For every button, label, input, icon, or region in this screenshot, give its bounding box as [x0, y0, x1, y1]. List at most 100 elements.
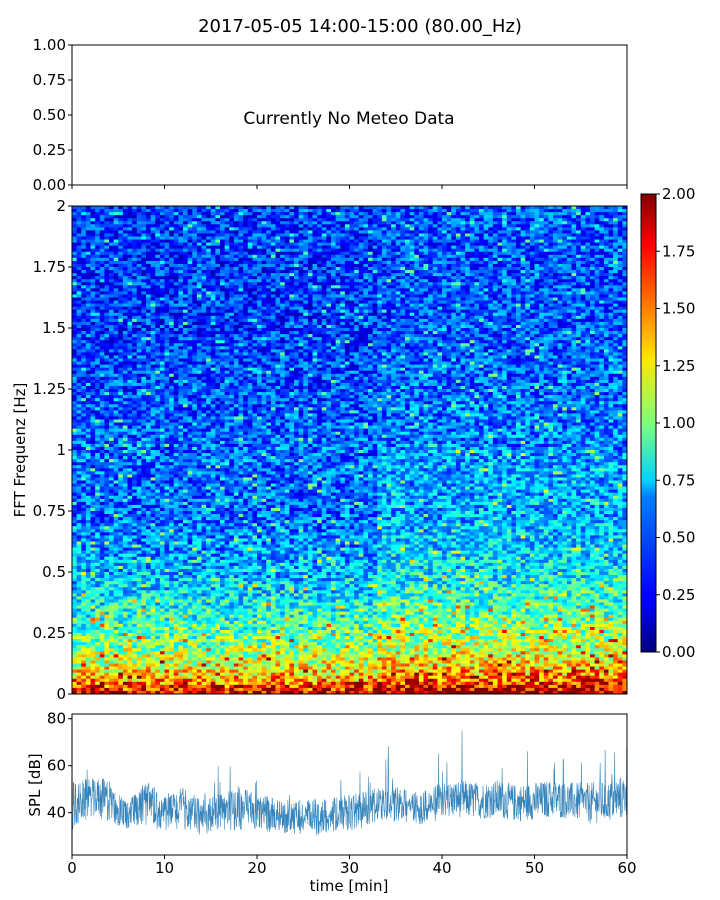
spectrogram-cell	[331, 206, 337, 210]
spectrogram-cell	[146, 227, 152, 231]
spectrogram-cell	[233, 263, 239, 268]
spectrogram-cell	[525, 233, 531, 237]
spectrogram-cell	[187, 227, 193, 231]
spectrogram-cell	[414, 224, 420, 228]
spectrogram-cell	[543, 312, 549, 317]
spectrogram-cell	[391, 321, 397, 326]
spectrogram-cell	[562, 224, 568, 228]
spectrogram-cell	[220, 315, 226, 320]
spectrogram-cell	[414, 230, 420, 234]
spectrogram-cell	[312, 312, 318, 317]
spectrogram-cell	[109, 331, 115, 335]
spectrogram-cell	[340, 306, 346, 311]
spectrogram-cell	[150, 285, 156, 289]
spectrogram-cell	[201, 270, 207, 274]
spectrogram-cell	[85, 291, 91, 295]
spectrogram-cell	[391, 221, 397, 225]
spectrogram-cell	[321, 273, 327, 277]
spectrogram-cell	[312, 291, 318, 295]
spectrogram-cell	[423, 306, 429, 311]
spectrogram-cell	[312, 242, 318, 247]
spectrogram-cell	[220, 303, 226, 308]
spectrogram-cell	[502, 321, 508, 326]
spectrogram-cell	[553, 206, 559, 210]
spectrogram-cell	[326, 209, 332, 213]
spectrogram-cell	[159, 300, 165, 304]
spectrogram-cell	[72, 215, 78, 219]
spectrogram-cell	[220, 233, 226, 237]
spectrogram-cell	[150, 218, 156, 222]
spectrogram-cell	[95, 300, 101, 304]
spectrogram-cell	[72, 221, 78, 225]
spectrogram-cell	[483, 239, 489, 243]
spectrogram-cell	[164, 215, 170, 219]
spectrogram-cell	[483, 294, 489, 298]
spectrogram-cell	[210, 291, 216, 295]
spectrogram-cell	[331, 318, 337, 323]
spectrogram-cell	[136, 233, 142, 237]
spectrogram-cell	[164, 233, 170, 237]
spectrogram-cell	[483, 233, 489, 237]
spectrogram-cell	[335, 218, 341, 222]
spectrogram-cell	[354, 227, 360, 231]
spectrogram-cell	[294, 260, 300, 265]
spectrogram-cell	[414, 321, 420, 326]
spectrogram-cell	[95, 294, 101, 298]
spectrogram-cell	[247, 285, 253, 289]
spectrogram-cell	[303, 328, 309, 332]
spectrogram-cell	[395, 221, 401, 225]
spectrogram-cell	[81, 288, 87, 292]
spectrogram-cell	[358, 224, 364, 228]
spectrogram-cell	[608, 282, 614, 286]
spectrogram-cell	[280, 254, 286, 259]
spectrogram-cell	[169, 300, 175, 304]
spectrogram-cell	[566, 312, 572, 317]
spectrogram-cell	[187, 288, 193, 292]
spectrogram-cell	[155, 212, 161, 216]
spectrogram-cell	[229, 273, 235, 277]
spectrogram-cell	[220, 215, 226, 219]
spectrogram-cell	[437, 267, 443, 271]
spectrogram-cell	[210, 306, 216, 311]
spectrogram-cell	[580, 242, 586, 247]
spectrogram-cell	[553, 312, 559, 317]
spectrogram-cell	[187, 230, 193, 234]
spectrogram-cell	[340, 273, 346, 277]
spectrogram-cell	[553, 233, 559, 237]
spectrogram-cell	[275, 221, 281, 225]
spectrogram-cell	[280, 321, 286, 326]
spectrogram-cell	[312, 331, 318, 335]
spectrogram-cell	[109, 306, 115, 311]
spectrogram-cell	[187, 306, 193, 311]
spectrogram-cell	[474, 306, 480, 311]
spectrogram-cell	[132, 254, 138, 259]
spectrogram-cell	[169, 212, 175, 216]
spectrogram-cell	[164, 254, 170, 259]
spectrogram-cell	[576, 309, 582, 314]
spectrogram-cell	[220, 221, 226, 225]
spectrogram-cell	[210, 279, 216, 283]
spectrogram-cell	[418, 267, 424, 271]
meteo-y-tick-label: 0.25	[33, 141, 66, 159]
spectrogram-cell	[442, 230, 448, 234]
spectrogram-cell	[358, 315, 364, 320]
spectrogram-cell	[571, 218, 577, 222]
spectrogram-cell	[418, 294, 424, 298]
spectrogram-cell	[99, 242, 105, 247]
spectrogram-cell	[562, 276, 568, 280]
spectrogram-cell	[294, 248, 300, 253]
spectrogram-cell	[543, 239, 549, 243]
spectrogram-cell	[81, 239, 87, 243]
spectrogram-cell	[372, 251, 378, 256]
spectrogram-cell	[358, 209, 364, 213]
spectrogram-cell	[270, 245, 276, 250]
spectrogram-cell	[317, 218, 323, 222]
spectrogram-cell	[196, 291, 202, 295]
spectrogram-cell	[576, 276, 582, 280]
spectrogram-cell	[446, 245, 452, 250]
spectrogram-cell	[284, 321, 290, 326]
spectrogram-cell	[229, 239, 235, 243]
spectrogram-cell	[488, 215, 494, 219]
spectrogram-cell	[321, 300, 327, 304]
spectrogram-cell	[534, 276, 540, 280]
